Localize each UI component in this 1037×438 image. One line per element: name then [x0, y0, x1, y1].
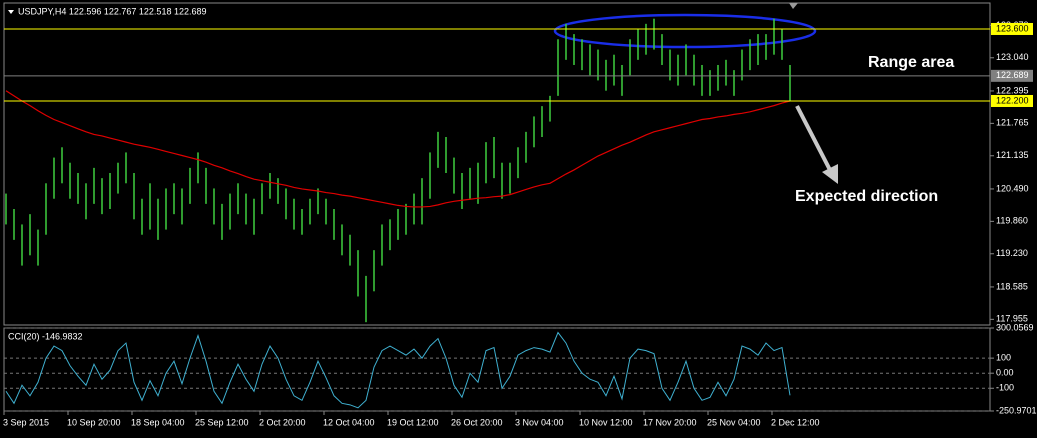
- y-tick-label: 119.230: [996, 248, 1028, 258]
- moving-average: [5, 90, 791, 208]
- y-tick-label: 123.040: [996, 52, 1029, 62]
- level-label: 122.200: [996, 95, 1029, 105]
- y-tick-label: 120.490: [996, 183, 1029, 193]
- range-ellipse: [553, 13, 817, 49]
- y-tick-label: 118.585: [996, 281, 1028, 291]
- level-label-bg: [991, 94, 1033, 107]
- direction-arrow: [795, 105, 832, 171]
- x-tick-label: 10 Nov 12:00: [579, 417, 633, 427]
- x-tick-label: 10 Sep 20:00: [67, 417, 121, 427]
- x-tick-label: 2 Oct 20:00: [259, 417, 306, 427]
- cci-line: [5, 331, 791, 409]
- x-tick-label: 3 Sep 2015: [3, 417, 49, 427]
- price-frame: [3, 2, 991, 326]
- level-label-bg: [991, 22, 1033, 35]
- x-tick-label: 25 Nov 04:00: [707, 417, 761, 427]
- x-tick-label: 12 Oct 04:00: [323, 417, 375, 427]
- y-tick-label: 300.0569: [996, 322, 1034, 332]
- x-tick-label: 25 Sep 12:00: [195, 417, 249, 427]
- arrow-head: [822, 164, 838, 184]
- y-tick-label: 117.955: [996, 314, 1028, 324]
- cci-title: CCI(20) -146.9832: [8, 331, 83, 341]
- price-title: USDJPY,H4 122.596 122.767 122.518 122.68…: [18, 6, 207, 16]
- marker: [789, 3, 798, 9]
- y-tick-label: -250.9701: [996, 405, 1037, 415]
- cci-frame: [3, 327, 991, 412]
- x-tick-label: 18 Sep 04:00: [131, 417, 185, 427]
- y-tick-label: 121.765: [996, 118, 1029, 128]
- annotation: Range area: [868, 54, 954, 71]
- level-label: 122.689: [996, 70, 1029, 80]
- level-label-bg: [991, 69, 1033, 82]
- x-tick-label: 17 Nov 20:00: [643, 417, 697, 427]
- y-tick-label: -100: [996, 383, 1014, 393]
- y-tick-label: 122.395: [996, 85, 1029, 95]
- y-tick-label: 0.00: [996, 368, 1014, 378]
- y-tick-label: 121.135: [996, 150, 1029, 160]
- x-tick-label: 3 Nov 04:00: [515, 417, 564, 427]
- y-tick-label: 100: [996, 353, 1011, 363]
- annotation: Expected direction: [795, 188, 938, 205]
- menu-arrow: [8, 10, 14, 14]
- y-tick-label: 119.860: [996, 216, 1028, 226]
- level-label: 123.600: [996, 23, 1029, 33]
- x-tick-label: 26 Oct 20:00: [451, 417, 503, 427]
- x-tick-label: 19 Oct 12:00: [387, 417, 439, 427]
- x-tick-label: 2 Dec 12:00: [771, 417, 820, 427]
